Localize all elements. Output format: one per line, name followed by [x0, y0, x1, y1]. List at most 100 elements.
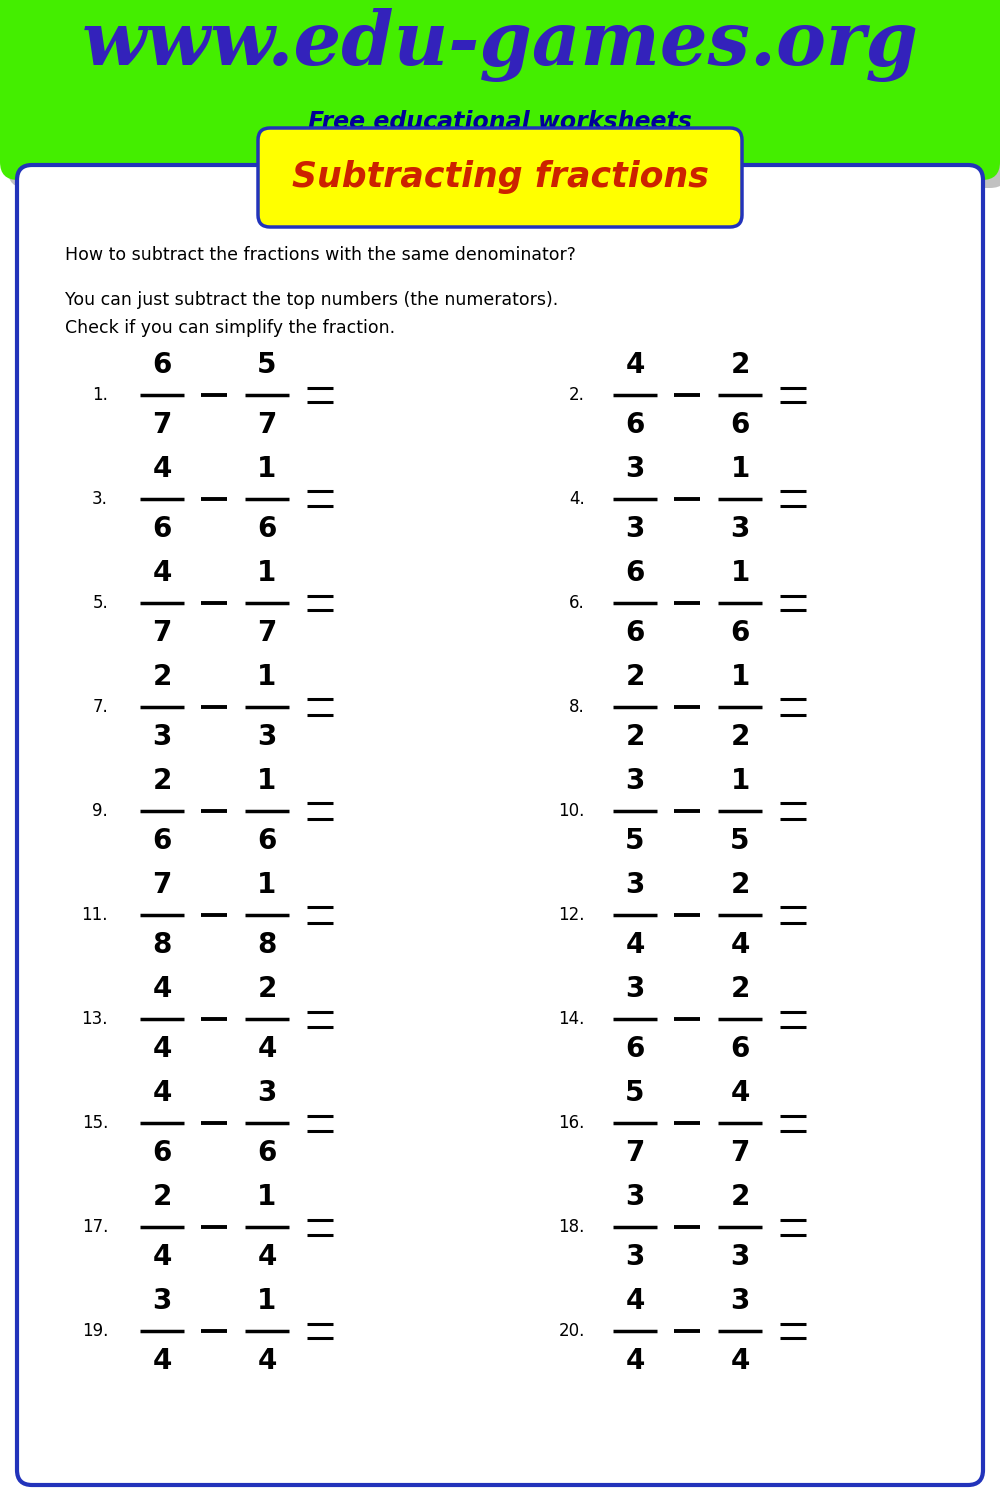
Text: 4.: 4.: [569, 490, 585, 508]
Text: 5: 5: [730, 827, 750, 855]
Text: 7: 7: [257, 620, 277, 646]
Text: 4: 4: [257, 1347, 277, 1376]
FancyBboxPatch shape: [0, 0, 1000, 180]
Text: 16.: 16.: [559, 1114, 585, 1132]
Text: 3: 3: [625, 766, 645, 795]
Text: 1: 1: [730, 454, 750, 483]
Text: 1: 1: [730, 766, 750, 795]
Text: Subtracting fractions: Subtracting fractions: [292, 160, 708, 195]
Text: 3: 3: [625, 454, 645, 483]
FancyBboxPatch shape: [17, 165, 983, 1485]
Text: 3: 3: [625, 1184, 645, 1210]
Text: 3: 3: [625, 1244, 645, 1270]
Text: 1.: 1.: [92, 386, 108, 404]
Text: 5: 5: [257, 351, 277, 380]
Text: 1: 1: [730, 560, 750, 586]
Text: 4: 4: [730, 1347, 750, 1376]
Text: 11.: 11.: [82, 906, 108, 924]
Text: 19.: 19.: [82, 1322, 108, 1340]
Text: 6: 6: [152, 351, 172, 380]
Text: 12.: 12.: [558, 906, 585, 924]
Text: 9.: 9.: [92, 802, 108, 820]
Text: 1: 1: [257, 560, 277, 586]
Text: 4: 4: [152, 454, 172, 483]
Text: 6: 6: [152, 514, 172, 543]
Text: 6: 6: [730, 411, 750, 440]
Text: 4: 4: [152, 1347, 172, 1376]
Text: 6: 6: [152, 827, 172, 855]
Text: 7: 7: [152, 871, 172, 898]
Text: 8.: 8.: [569, 698, 585, 715]
Text: 7: 7: [625, 1138, 645, 1167]
Text: 2: 2: [730, 1184, 750, 1210]
Text: 3: 3: [152, 1287, 172, 1316]
Text: 6: 6: [257, 827, 277, 855]
Text: 2: 2: [730, 871, 750, 898]
Text: 2.: 2.: [569, 386, 585, 404]
Text: 3: 3: [625, 975, 645, 1004]
Text: 1: 1: [257, 871, 277, 898]
Text: 4: 4: [152, 975, 172, 1004]
Text: 3: 3: [625, 514, 645, 543]
Text: 3.: 3.: [92, 490, 108, 508]
Text: 1: 1: [257, 1184, 277, 1210]
Text: 10.: 10.: [559, 802, 585, 820]
Text: 2: 2: [730, 351, 750, 380]
Text: 4: 4: [625, 932, 645, 958]
Text: 1: 1: [257, 663, 277, 692]
Text: 5: 5: [625, 827, 645, 855]
Text: 2: 2: [152, 663, 172, 692]
Text: 6: 6: [625, 1035, 645, 1064]
Text: 4: 4: [152, 560, 172, 586]
Text: 6: 6: [625, 620, 645, 646]
Text: 6.: 6.: [569, 594, 585, 612]
Text: 2: 2: [730, 975, 750, 1004]
Text: 4: 4: [152, 1244, 172, 1270]
Text: 7: 7: [152, 620, 172, 646]
Text: 6: 6: [730, 1035, 750, 1064]
FancyBboxPatch shape: [8, 0, 1000, 188]
Text: 2: 2: [257, 975, 277, 1004]
Text: 6: 6: [625, 560, 645, 586]
Text: 5.: 5.: [92, 594, 108, 612]
Text: 1: 1: [257, 454, 277, 483]
Text: 18.: 18.: [559, 1218, 585, 1236]
Text: 7: 7: [257, 411, 277, 440]
Text: How to subtract the fractions with the same denominator?: How to subtract the fractions with the s…: [65, 246, 576, 264]
Text: Free educational worksheets: Free educational worksheets: [308, 110, 692, 134]
Text: 20.: 20.: [559, 1322, 585, 1340]
Text: 4: 4: [730, 1078, 750, 1107]
Text: 6: 6: [625, 411, 645, 440]
Text: 5: 5: [625, 1078, 645, 1107]
Text: 8: 8: [152, 932, 172, 958]
Text: 6: 6: [257, 1138, 277, 1167]
Text: 15.: 15.: [82, 1114, 108, 1132]
Text: 3: 3: [152, 723, 172, 752]
Text: 2: 2: [730, 723, 750, 752]
Text: 2: 2: [152, 766, 172, 795]
Text: 6: 6: [152, 1138, 172, 1167]
Text: You can just subtract the top numbers (the numerators).: You can just subtract the top numbers (t…: [65, 291, 558, 309]
Text: 3: 3: [730, 514, 750, 543]
Text: 4: 4: [152, 1078, 172, 1107]
Text: 3: 3: [257, 1078, 277, 1107]
Text: 3: 3: [730, 1287, 750, 1316]
Text: 14.: 14.: [559, 1010, 585, 1028]
Text: 1: 1: [257, 1287, 277, 1316]
Text: 8: 8: [257, 932, 277, 958]
Text: www.edu-games.org: www.edu-games.org: [82, 8, 918, 82]
Text: 4: 4: [625, 1287, 645, 1316]
Text: 2: 2: [152, 1184, 172, 1210]
Text: 4: 4: [257, 1035, 277, 1064]
Text: 1: 1: [730, 663, 750, 692]
Text: 7.: 7.: [92, 698, 108, 715]
Text: 4: 4: [730, 932, 750, 958]
Text: 3: 3: [257, 723, 277, 752]
Text: 7: 7: [730, 1138, 750, 1167]
FancyBboxPatch shape: [258, 128, 742, 226]
Text: 2: 2: [625, 663, 645, 692]
Text: 4: 4: [625, 1347, 645, 1376]
Text: 13.: 13.: [82, 1010, 108, 1028]
Text: 4: 4: [152, 1035, 172, 1064]
Text: 4: 4: [625, 351, 645, 380]
